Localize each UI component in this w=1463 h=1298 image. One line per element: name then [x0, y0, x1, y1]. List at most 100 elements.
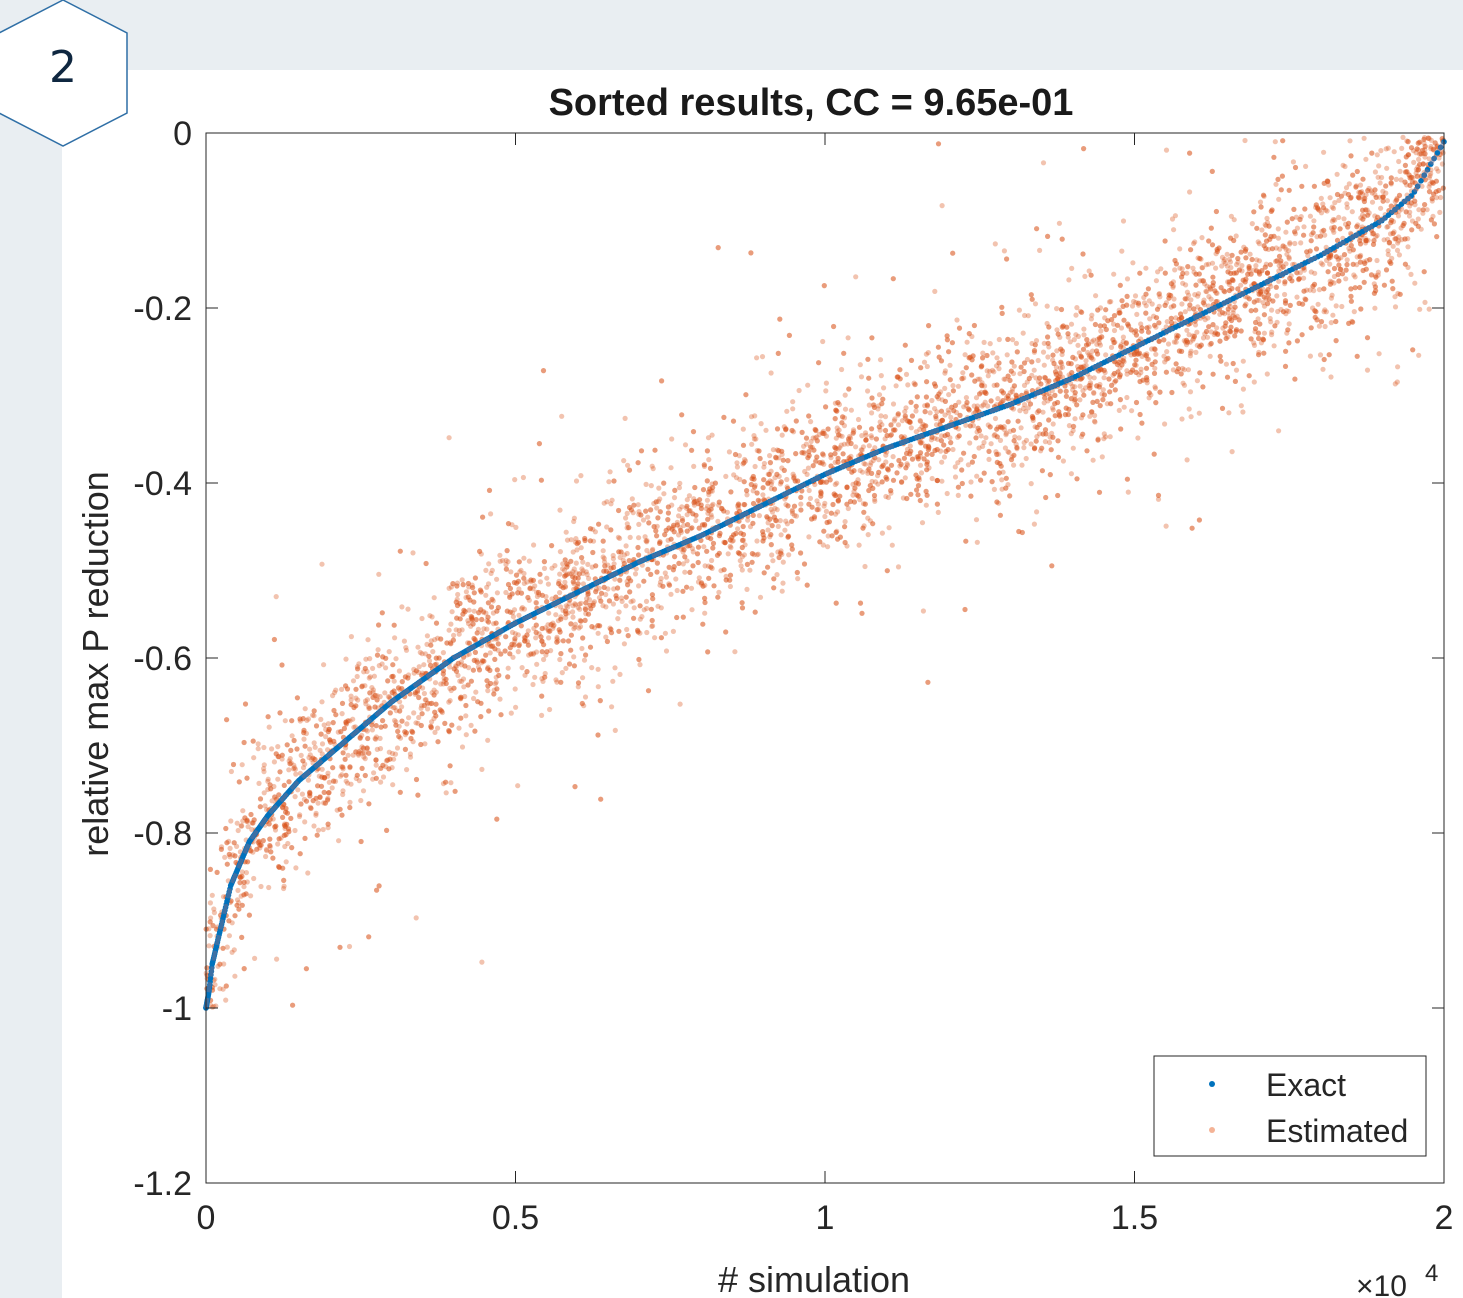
estimated-point [621, 641, 628, 647]
estimated-point [538, 477, 545, 483]
estimated-point [294, 695, 300, 701]
estimated-point [208, 915, 214, 921]
estimated-point [1296, 276, 1302, 282]
estimated-point [636, 552, 642, 558]
estimated-point [1412, 280, 1418, 286]
estimated-point [1375, 269, 1381, 275]
estimated-point [339, 812, 345, 818]
estimated-point [1307, 213, 1313, 219]
estimated-point [881, 385, 887, 391]
estimated-point [1188, 414, 1194, 420]
estimated-point [820, 479, 826, 485]
estimated-point [1185, 264, 1191, 270]
estimated-point [890, 401, 897, 407]
estimated-point [283, 859, 289, 865]
estimated-point [917, 439, 923, 445]
estimated-point [1032, 342, 1038, 348]
estimated-point [689, 607, 695, 613]
estimated-point [1042, 374, 1048, 380]
estimated-point [319, 741, 326, 747]
estimated-point [1200, 384, 1206, 390]
estimated-point [1129, 408, 1135, 414]
estimated-point [397, 687, 403, 693]
estimated-point [1090, 457, 1096, 463]
estimated-point [1156, 338, 1162, 345]
estimated-point [610, 552, 616, 559]
estimated-point [1206, 261, 1212, 267]
estimated-point [1357, 254, 1363, 260]
estimated-point [741, 479, 747, 485]
estimated-point [1153, 278, 1159, 284]
estimated-point [211, 910, 217, 916]
estimated-point [512, 631, 519, 637]
estimated-point [617, 577, 623, 583]
estimated-point [704, 516, 711, 523]
estimated-point [471, 590, 477, 596]
estimated-point [1181, 382, 1188, 388]
estimated-point [211, 906, 217, 912]
estimated-point [749, 551, 756, 557]
estimated-point [1057, 371, 1063, 377]
estimated-point [393, 722, 399, 728]
estimated-point [877, 357, 884, 363]
estimated-point [560, 561, 566, 567]
estimated-point [790, 510, 796, 517]
estimated-point [1186, 406, 1192, 412]
estimated-point [337, 773, 344, 779]
estimated-point [1093, 293, 1099, 299]
estimated-point [1144, 380, 1150, 386]
estimated-point [1040, 409, 1046, 415]
estimated-point [339, 700, 346, 707]
estimated-point [1052, 369, 1059, 375]
estimated-point [595, 732, 601, 738]
estimated-point [343, 719, 349, 725]
estimated-point [1086, 352, 1092, 358]
estimated-point [296, 813, 303, 820]
estimated-point [684, 512, 690, 518]
estimated-point [1315, 301, 1321, 307]
estimated-point [1163, 523, 1169, 529]
estimated-point [562, 584, 568, 590]
estimated-point [636, 511, 642, 517]
estimated-point [295, 787, 301, 793]
estimated-point [489, 596, 495, 603]
estimated-point [1164, 319, 1170, 325]
estimated-point [385, 678, 391, 684]
estimated-point [1256, 349, 1262, 355]
estimated-point [309, 756, 315, 763]
estimated-point [317, 747, 323, 753]
estimated-point [1180, 380, 1186, 386]
estimated-point [542, 625, 548, 631]
estimated-point [1242, 137, 1248, 144]
estimated-point [1002, 427, 1008, 433]
estimated-point [1369, 199, 1376, 205]
estimated-point [1072, 356, 1078, 362]
estimated-point [1146, 395, 1152, 401]
estimated-point [1086, 268, 1092, 274]
estimated-point [1438, 194, 1444, 201]
estimated-point [505, 521, 512, 527]
estimated-point [297, 812, 303, 818]
estimated-point [820, 542, 826, 548]
estimated-point [1016, 307, 1023, 313]
estimated-point [742, 542, 748, 548]
estimated-point [1197, 255, 1203, 262]
estimated-point [1121, 355, 1127, 361]
estimated-point [798, 507, 804, 513]
estimated-point [1138, 366, 1144, 372]
estimated-point [544, 575, 550, 581]
estimated-point [1328, 254, 1334, 260]
estimated-point [1213, 265, 1219, 271]
estimated-point [533, 622, 539, 628]
estimated-point [659, 378, 665, 384]
estimated-point [1181, 367, 1187, 373]
estimated-point [537, 579, 544, 585]
estimated-point [568, 632, 575, 638]
estimated-point [676, 485, 683, 491]
estimated-point [560, 638, 566, 644]
estimated-point [1239, 263, 1245, 269]
estimated-point [287, 756, 293, 762]
estimated-point [1264, 270, 1270, 276]
estimated-point [572, 624, 578, 630]
estimated-point [1327, 278, 1333, 284]
